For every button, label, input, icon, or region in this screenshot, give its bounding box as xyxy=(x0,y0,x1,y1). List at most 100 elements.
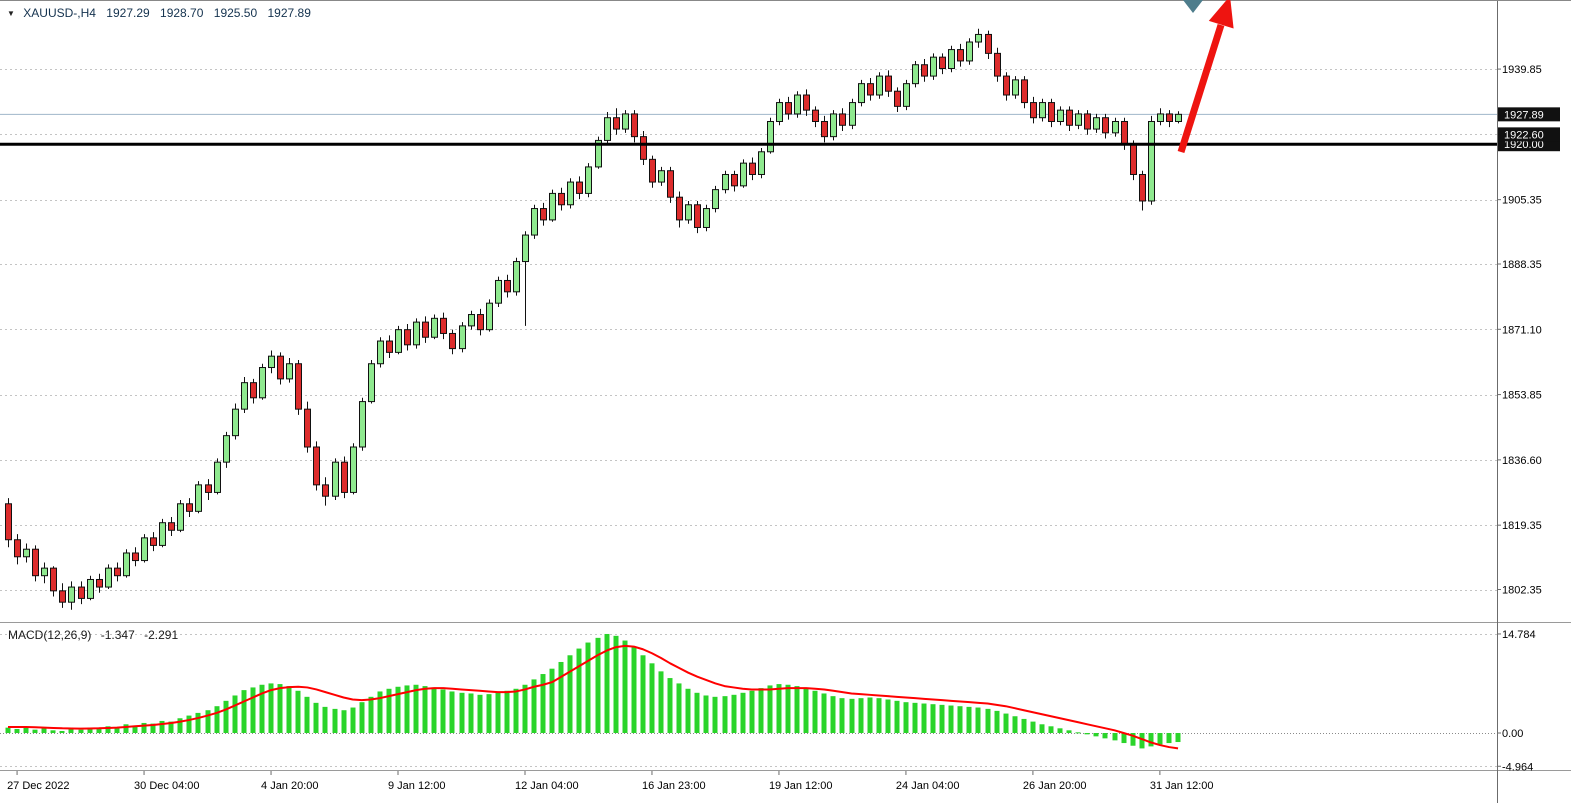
candle[interactable] xyxy=(5,498,12,548)
macd-bar[interactable] xyxy=(78,729,84,733)
macd-bar[interactable] xyxy=(377,691,383,733)
candle[interactable] xyxy=(667,166,674,203)
candle[interactable] xyxy=(803,89,810,116)
candle[interactable] xyxy=(604,112,611,145)
candle[interactable] xyxy=(703,204,710,232)
macd-bar[interactable] xyxy=(504,690,510,733)
macd-bar[interactable] xyxy=(141,722,147,733)
candle[interactable] xyxy=(640,130,647,166)
candle[interactable] xyxy=(685,200,692,224)
candle[interactable] xyxy=(821,115,828,143)
candle[interactable] xyxy=(876,72,883,99)
candle[interactable] xyxy=(1102,113,1109,139)
candle[interactable] xyxy=(894,87,901,113)
macd-bar[interactable] xyxy=(1130,733,1136,746)
candle[interactable] xyxy=(177,499,184,533)
macd-histogram[interactable] xyxy=(5,633,1181,749)
macd-bar[interactable] xyxy=(395,686,401,733)
macd-bar[interactable] xyxy=(232,695,238,733)
macd-bar[interactable] xyxy=(159,720,165,733)
candle[interactable] xyxy=(1003,72,1010,101)
candle[interactable] xyxy=(341,456,348,499)
macd-bar[interactable] xyxy=(1121,733,1127,744)
candle[interactable] xyxy=(486,299,493,332)
candle[interactable] xyxy=(304,401,311,453)
macd-bar[interactable] xyxy=(1139,733,1145,749)
macd-bar[interactable] xyxy=(1012,716,1018,733)
macd-axis[interactable]: 14.784 0.00 -4.964 xyxy=(1497,629,1536,773)
candle[interactable] xyxy=(740,159,747,188)
candle[interactable] xyxy=(96,573,103,593)
macd-bar[interactable] xyxy=(595,637,601,733)
macd-bar[interactable] xyxy=(821,693,827,733)
candle[interactable] xyxy=(223,431,230,468)
candle[interactable] xyxy=(195,481,202,514)
macd-bar[interactable] xyxy=(667,678,673,733)
macd-bar[interactable] xyxy=(985,708,991,733)
macd-bar[interactable] xyxy=(123,724,129,733)
macd-bar[interactable] xyxy=(640,655,646,733)
macd-bar[interactable] xyxy=(1075,732,1081,734)
candle[interactable] xyxy=(649,155,656,188)
candle[interactable] xyxy=(477,308,484,336)
candle[interactable] xyxy=(141,534,148,563)
macd-bar[interactable] xyxy=(703,695,709,733)
macd-bar[interactable] xyxy=(513,688,519,733)
macd-bar[interactable] xyxy=(522,684,528,733)
macd-bar[interactable] xyxy=(150,723,156,733)
candle[interactable] xyxy=(468,310,475,330)
macd-bar[interactable] xyxy=(1084,733,1090,735)
candle[interactable] xyxy=(50,566,57,597)
candle[interactable] xyxy=(277,352,284,385)
candle[interactable] xyxy=(921,59,928,82)
macd-bar[interactable] xyxy=(549,668,555,733)
macd-bar[interactable] xyxy=(776,684,782,733)
candle[interactable] xyxy=(404,323,411,351)
candle[interactable] xyxy=(613,108,620,135)
candle[interactable] xyxy=(975,28,982,48)
macd-bar[interactable] xyxy=(585,642,591,733)
candle[interactable] xyxy=(776,98,783,126)
candle[interactable] xyxy=(322,477,329,506)
candle[interactable] xyxy=(41,562,48,584)
candle[interactable] xyxy=(495,276,502,307)
candle[interactable] xyxy=(1112,117,1119,137)
candle[interactable] xyxy=(332,458,339,500)
macd-bar[interactable] xyxy=(912,702,918,733)
candle[interactable] xyxy=(459,322,466,353)
macd-bar[interactable] xyxy=(994,710,1000,733)
macd-bar[interactable] xyxy=(604,633,610,733)
macd-bar[interactable] xyxy=(105,726,111,733)
macd-bar[interactable] xyxy=(413,684,419,733)
macd-bar[interactable] xyxy=(177,718,183,733)
macd-bar[interactable] xyxy=(241,690,247,733)
candle[interactable] xyxy=(1075,110,1082,130)
macd-bar[interactable] xyxy=(341,710,347,733)
macd-bar[interactable] xyxy=(758,688,764,733)
candle[interactable] xyxy=(431,314,438,340)
macd-bar[interactable] xyxy=(767,685,773,733)
candle[interactable] xyxy=(758,147,765,179)
macd-bar[interactable] xyxy=(449,691,455,733)
macd-bar[interactable] xyxy=(277,684,283,733)
candlesticks[interactable] xyxy=(5,28,1182,610)
candle[interactable] xyxy=(513,257,520,296)
macd-bar[interactable] xyxy=(223,700,229,733)
candle[interactable] xyxy=(549,189,556,222)
candle[interactable] xyxy=(858,79,865,107)
candle[interactable] xyxy=(867,77,874,101)
candle[interactable] xyxy=(839,108,846,131)
macd-bar[interactable] xyxy=(1093,733,1099,737)
candle[interactable] xyxy=(504,274,511,298)
macd-bar[interactable] xyxy=(903,702,909,733)
macd-bar[interactable] xyxy=(930,704,936,733)
macd-bar[interactable] xyxy=(332,708,338,733)
macd-bar[interactable] xyxy=(304,696,310,733)
time-axis[interactable]: 27 Dec 2022 30 Dec 04:00 4 Jan 20:00 9 Jan … xyxy=(7,771,1214,792)
candle[interactable] xyxy=(32,545,39,582)
macd-bar[interactable] xyxy=(50,730,56,733)
symbol-menu-triangle-icon[interactable]: ▼ xyxy=(7,9,15,18)
candle[interactable] xyxy=(722,170,729,194)
macd-bar[interactable] xyxy=(1021,718,1027,733)
macd-bar[interactable] xyxy=(894,700,900,733)
